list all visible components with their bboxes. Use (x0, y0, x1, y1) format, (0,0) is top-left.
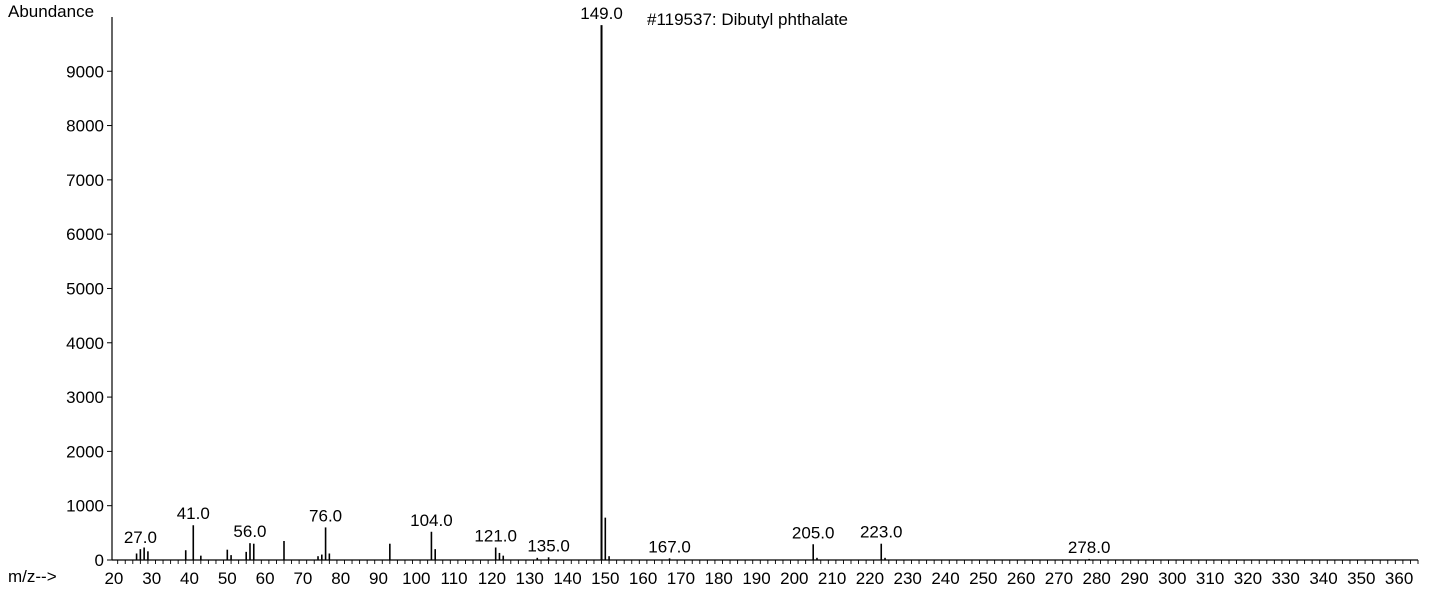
y-tick-label: 8000 (66, 117, 104, 136)
y-tick-label: 5000 (66, 279, 104, 298)
peak-label-mz-205: 205.0 (792, 523, 835, 542)
x-tick-label: 170 (667, 569, 695, 588)
x-tick-label: 240 (931, 569, 959, 588)
y-tick-label: 0 (95, 551, 104, 570)
x-tick-label: 230 (894, 569, 922, 588)
y-tick-label: 2000 (66, 442, 104, 461)
x-tick-label: 280 (1083, 569, 1111, 588)
x-tick-label: 20 (104, 569, 123, 588)
x-tick-label: 310 (1196, 569, 1224, 588)
x-tick-label: 80 (331, 569, 350, 588)
x-tick-label: 190 (742, 569, 770, 588)
x-tick-label: 300 (1158, 569, 1186, 588)
x-tick-label: 100 (402, 569, 430, 588)
peak-label-mz-27: 27.0 (124, 528, 157, 547)
x-tick-label: 270 (1045, 569, 1073, 588)
peak-label-mz-76: 76.0 (309, 506, 342, 525)
y-tick-label: 7000 (66, 171, 104, 190)
peak-labels-group: 27.0 41.0 56.0 76.0 104.0 121.0 135.0 149.0 167.… (124, 4, 1111, 557)
x-tick-label: 290 (1120, 569, 1148, 588)
x-tick-label: 360 (1385, 569, 1413, 588)
peak-label-mz-135: 135.0 (527, 536, 570, 555)
y-axis-label: Abundance (8, 2, 94, 21)
x-tick-label: 140 (553, 569, 581, 588)
y-axis-group: 0 1000 2000 3000 4000 5000 6000 7000 8000 9000 (66, 17, 113, 570)
x-tick-label: 320 (1234, 569, 1262, 588)
x-tick-label: 60 (256, 569, 275, 588)
y-tick-label: 3000 (66, 388, 104, 407)
peak-label-mz-56: 56.0 (233, 522, 266, 541)
peak-label-mz-104: 104.0 (410, 511, 453, 530)
x-tick-label: 350 (1347, 569, 1375, 588)
x-tick-label: 70 (293, 569, 312, 588)
x-tick-label: 50 (218, 569, 237, 588)
peak-label-mz-149: 149.0 (580, 4, 623, 23)
y-tick-label: 6000 (66, 225, 104, 244)
x-tick-label: 340 (1309, 569, 1337, 588)
x-tick-label: 180 (705, 569, 733, 588)
x-tick-label: 90 (369, 569, 388, 588)
x-tick-label: 220 (856, 569, 884, 588)
x-tick-label: 250 (969, 569, 997, 588)
peak-bars-group (135, 25, 1090, 560)
x-tick-label: 330 (1272, 569, 1300, 588)
y-tick-label: 4000 (66, 334, 104, 353)
peak-label-mz-223: 223.0 (860, 523, 903, 542)
x-tick-label: 210 (818, 569, 846, 588)
x-tick-label: 30 (142, 569, 161, 588)
x-axis-group: 20 30 40 50 60 70 80 90 100 110 120 130 140 150 160 170… (104, 559, 1419, 588)
x-tick-label: 40 (180, 569, 199, 588)
peak-label-mz-121: 121.0 (474, 527, 517, 546)
x-tick-label: 160 (629, 569, 657, 588)
peak-label-mz-278: 278.0 (1068, 538, 1111, 557)
chart-title: #119537: Dibutyl phthalate (647, 10, 848, 29)
peak-label-mz-41: 41.0 (177, 504, 210, 523)
y-tick-label: 1000 (66, 497, 104, 516)
x-axis-label: m/z--> (8, 567, 57, 586)
x-tick-label: 150 (591, 569, 619, 588)
y-tick-label: 9000 (66, 62, 104, 81)
peak-label-mz-167: 167.0 (648, 537, 691, 556)
x-tick-label: 200 (780, 569, 808, 588)
x-tick-label: 130 (516, 569, 544, 588)
x-tick-label: 260 (1007, 569, 1035, 588)
x-tick-label: 120 (478, 569, 506, 588)
x-tick-label: 110 (441, 569, 468, 588)
